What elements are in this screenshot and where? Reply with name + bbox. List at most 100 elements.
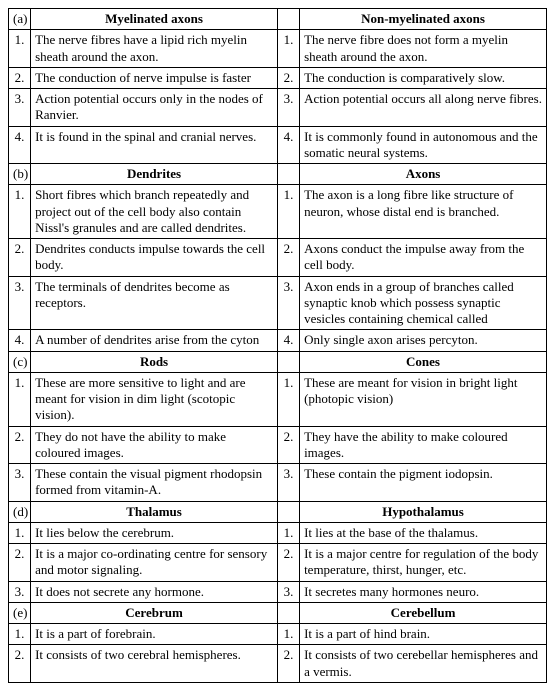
- table-row: 3.These contain the visual pigment rhodo…: [9, 464, 547, 502]
- row-text-left: It is a part of forebrain.: [31, 624, 278, 645]
- table-row: 2.They do not have the ability to make c…: [9, 426, 547, 464]
- row-text-left: It lies below the cerebrum.: [31, 522, 278, 543]
- left-column-header: Dendrites: [31, 164, 278, 185]
- row-text-left: These are more sensitive to light and ar…: [31, 372, 278, 426]
- row-number-right: 2.: [277, 239, 299, 277]
- row-text-right: It consists of two cerebellar hemisphere…: [300, 645, 547, 683]
- section-label: (e): [9, 602, 31, 623]
- row-number-left: 4.: [9, 330, 31, 351]
- row-number-left: 1.: [9, 372, 31, 426]
- row-text-right: They have the ability to make coloured i…: [300, 426, 547, 464]
- table-row: 1.It lies below the cerebrum.1.It lies a…: [9, 522, 547, 543]
- row-number-right: 3.: [277, 464, 299, 502]
- section-label: (d): [9, 501, 31, 522]
- row-text-left: Dendrites conducts impulse towards the c…: [31, 239, 278, 277]
- table-row: 2.It consists of two cerebral hemisphere…: [9, 645, 547, 683]
- row-text-right: The nerve fibre does not form a myelin s…: [300, 30, 547, 68]
- row-number-right: 1.: [277, 624, 299, 645]
- row-text-right: It lies at the base of the thalamus.: [300, 522, 547, 543]
- row-number-left: 3.: [9, 464, 31, 502]
- row-number-right: 4.: [277, 126, 299, 164]
- row-number-right: 2.: [277, 645, 299, 683]
- row-text-left: It is a major co-ordinating centre for s…: [31, 544, 278, 582]
- table-row: 1.These are more sensitive to light and …: [9, 372, 547, 426]
- row-number-right: 2.: [277, 67, 299, 88]
- row-number-right: 2.: [277, 426, 299, 464]
- left-column-header: Myelinated axons: [31, 9, 278, 30]
- left-column-header: Cerebrum: [31, 602, 278, 623]
- row-number-right: 4.: [277, 330, 299, 351]
- row-number-left: 2.: [9, 544, 31, 582]
- right-column-header: Cerebellum: [300, 602, 547, 623]
- row-text-left: It does not secrete any hormone.: [31, 581, 278, 602]
- row-number-right: 3.: [277, 581, 299, 602]
- table-row: 1.The nerve fibres have a lipid rich mye…: [9, 30, 547, 68]
- spacer-cell: [277, 164, 299, 185]
- right-column-header: Cones: [300, 351, 547, 372]
- row-number-right: 1.: [277, 30, 299, 68]
- row-number-left: 3.: [9, 276, 31, 330]
- row-text-left: The terminals of dendrites become as rec…: [31, 276, 278, 330]
- right-column-header: Hypothalamus: [300, 501, 547, 522]
- row-text-left: A number of dendrites arise from the cyt…: [31, 330, 278, 351]
- row-text-left: The nerve fibres have a lipid rich myeli…: [31, 30, 278, 68]
- row-number-left: 2.: [9, 426, 31, 464]
- row-number-left: 2.: [9, 67, 31, 88]
- row-text-left: It is found in the spinal and cranial ne…: [31, 126, 278, 164]
- row-text-left: It consists of two cerebral hemispheres.: [31, 645, 278, 683]
- spacer-cell: [277, 351, 299, 372]
- left-column-header: Thalamus: [31, 501, 278, 522]
- row-number-left: 1.: [9, 185, 31, 239]
- row-number-left: 1.: [9, 522, 31, 543]
- row-text-right: The axon is a long fibre like structure …: [300, 185, 547, 239]
- row-number-left: 3.: [9, 581, 31, 602]
- row-text-right: Only single axon arises percyton.: [300, 330, 547, 351]
- table-row: 1.Short fibres which branch repeatedly a…: [9, 185, 547, 239]
- table-row: 2.It is a major co-ordinating centre for…: [9, 544, 547, 582]
- row-text-right: Axon ends in a group of branches called …: [300, 276, 547, 330]
- left-column-header: Rods: [31, 351, 278, 372]
- row-text-left: Action potential occurs only in the node…: [31, 89, 278, 127]
- row-number-right: 3.: [277, 89, 299, 127]
- table-row: 1.It is a part of forebrain.1.It is a pa…: [9, 624, 547, 645]
- row-text-left: Short fibres which branch repeatedly and…: [31, 185, 278, 239]
- row-text-right: It is a part of hind brain.: [300, 624, 547, 645]
- row-number-left: 3.: [9, 89, 31, 127]
- row-text-left: These contain the visual pigment rhodops…: [31, 464, 278, 502]
- row-number-left: 2.: [9, 645, 31, 683]
- row-number-left: 4.: [9, 126, 31, 164]
- row-text-right: The conduction is comparatively slow.: [300, 67, 547, 88]
- table-row: 4.It is found in the spinal and cranial …: [9, 126, 547, 164]
- table-row: 2.The conduction of nerve impulse is fas…: [9, 67, 547, 88]
- right-column-header: Axons: [300, 164, 547, 185]
- row-text-right: These are meant for vision in bright lig…: [300, 372, 547, 426]
- row-text-right: It is commonly found in autonomous and t…: [300, 126, 547, 164]
- row-text-right: It secretes many hormones neuro.: [300, 581, 547, 602]
- spacer-cell: [277, 501, 299, 522]
- row-text-right: It is a major centre for regulation of t…: [300, 544, 547, 582]
- row-number-right: 1.: [277, 185, 299, 239]
- row-text-left: The conduction of nerve impulse is faste…: [31, 67, 278, 88]
- row-text-left: They do not have the ability to make col…: [31, 426, 278, 464]
- row-number-right: 2.: [277, 544, 299, 582]
- table-row: 2.Dendrites conducts impulse towards the…: [9, 239, 547, 277]
- row-text-right: Action potential occurs all along nerve …: [300, 89, 547, 127]
- row-number-right: 1.: [277, 372, 299, 426]
- section-label: (a): [9, 9, 31, 30]
- section-label: (b): [9, 164, 31, 185]
- table-row: 3.Action potential occurs only in the no…: [9, 89, 547, 127]
- spacer-cell: [277, 9, 299, 30]
- section-label: (c): [9, 351, 31, 372]
- right-column-header: Non-myelinated axons: [300, 9, 547, 30]
- table-row: 3.It does not secrete any hormone.3.It s…: [9, 581, 547, 602]
- table-row: 4.A number of dendrites arise from the c…: [9, 330, 547, 351]
- spacer-cell: [277, 602, 299, 623]
- row-text-right: These contain the pigment iodopsin.: [300, 464, 547, 502]
- row-text-right: Axons conduct the impulse away from the …: [300, 239, 547, 277]
- row-number-right: 3.: [277, 276, 299, 330]
- row-number-right: 1.: [277, 522, 299, 543]
- row-number-left: 2.: [9, 239, 31, 277]
- row-number-left: 1.: [9, 624, 31, 645]
- table-row: 3.The terminals of dendrites become as r…: [9, 276, 547, 330]
- comparison-table: (a)Myelinated axonsNon-myelinated axons1…: [8, 8, 547, 683]
